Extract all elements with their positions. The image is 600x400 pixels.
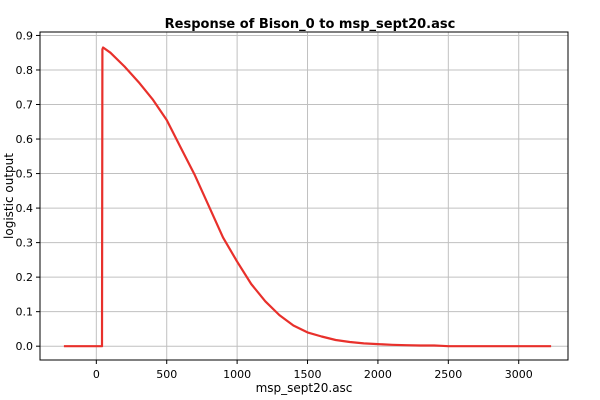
series-line: [63, 46, 552, 348]
y-tick-label: 0.6: [16, 133, 34, 146]
y-axis-ticks: 0.0 0.1 0.2 0.3 0.4 0.5 0.6 0.7 0.8 0.9: [16, 29, 40, 353]
grid: [40, 32, 568, 360]
chart-title: Response of Bison_0 to msp_sept20.asc: [165, 17, 456, 32]
x-tick-label: 3000: [505, 368, 533, 381]
x-tick-label: 1500: [294, 368, 322, 381]
x-tick-label: 2000: [364, 368, 392, 381]
y-tick-label: 0.0: [16, 340, 34, 353]
y-tick-label: 0.9: [16, 29, 34, 42]
x-axis-label: msp_sept20.asc: [256, 381, 353, 395]
x-tick-label: 2500: [434, 368, 462, 381]
y-tick-label: 0.4: [16, 202, 34, 215]
y-tick-label: 0.8: [16, 64, 34, 77]
x-tick-label: 1000: [223, 368, 251, 381]
y-tick-label: 0.7: [16, 99, 34, 112]
series-layer: [63, 46, 552, 348]
x-tick-label: 0: [93, 368, 100, 381]
x-axis-ticks: 0 500 1000 1500 2000 2500 3000: [93, 360, 533, 381]
plot-frame: [39, 31, 569, 361]
y-tick-label: 0.2: [16, 271, 34, 284]
y-axis-label: logistic output: [2, 153, 16, 239]
y-tick-label: 0.1: [16, 306, 34, 319]
x-tick-label: 500: [156, 368, 177, 381]
y-tick-label: 0.5: [16, 168, 34, 181]
y-tick-label: 0.3: [16, 237, 34, 250]
